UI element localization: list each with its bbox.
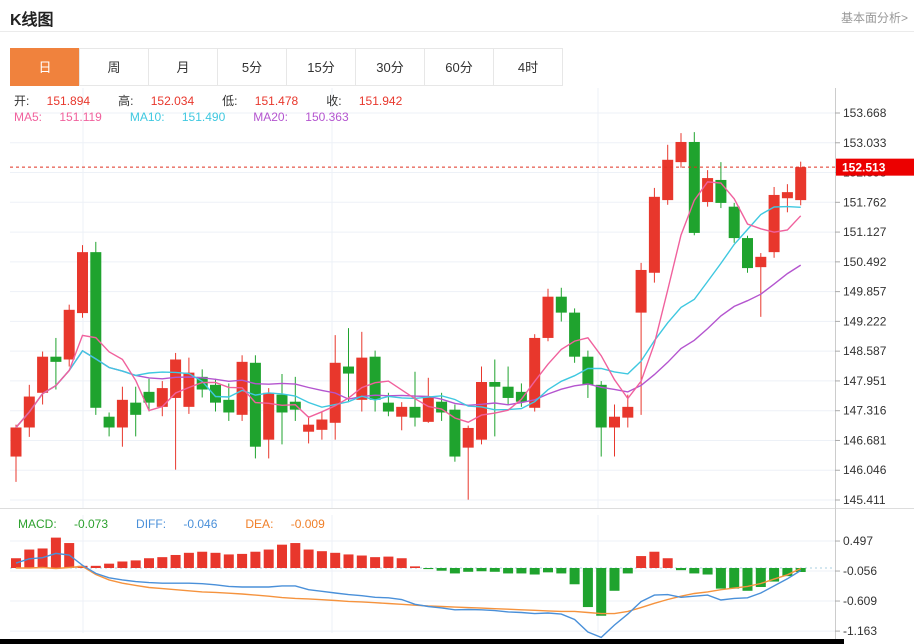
info-item: MA5: 151.119 xyxy=(14,110,102,124)
info-item: MA20: 150.363 xyxy=(253,110,349,124)
header-divider xyxy=(0,31,914,32)
ma-info-row: MA5: 151.119 MA10: 151.490 MA20: 150.363 xyxy=(14,110,377,124)
price-tick-label: 149.857 xyxy=(843,285,887,299)
macd-info-row: MACD: -0.073 DIFF: -0.046 DEA: -0.009 xyxy=(18,517,353,531)
tab-5分[interactable]: 5分 xyxy=(217,48,287,86)
tab-15分[interactable]: 15分 xyxy=(286,48,356,86)
price-tick-label: 150.492 xyxy=(843,255,887,269)
period-tabbar: 日周月 5分 15分 30分 60分 4时 xyxy=(10,48,563,86)
price-tick-label: 145.411 xyxy=(843,493,886,507)
price-tick-label: 146.046 xyxy=(843,463,887,477)
info-item: DEA: -0.009 xyxy=(245,517,325,531)
price-tick-label: 151.127 xyxy=(843,225,887,239)
info-item: MA10: 151.490 xyxy=(129,110,226,124)
fundamental-analysis-link[interactable]: 基本面分析> xyxy=(840,11,908,25)
info-item: 开: 151.894 xyxy=(14,94,91,108)
price-tick-label: 147.316 xyxy=(843,404,887,418)
info-item: 收: 151.942 xyxy=(326,94,403,108)
macd-tick-label: 0.497 xyxy=(843,534,873,548)
tab-日[interactable]: 日 xyxy=(10,48,80,86)
info-item: 低: 151.478 xyxy=(222,94,299,108)
bottom-black-bar xyxy=(0,639,844,644)
kline-chart-canvas[interactable]: 153.668153.033152.398151.762151.127150.4… xyxy=(0,88,914,644)
page-title: K线图 xyxy=(10,12,54,29)
tab-月[interactable]: 月 xyxy=(148,48,218,86)
price-tick-label: 146.681 xyxy=(843,433,887,447)
info-item: DIFF: -0.046 xyxy=(136,517,218,531)
macd-tick-label: -1.163 xyxy=(843,624,877,638)
tab-周[interactable]: 周 xyxy=(79,48,149,86)
tab-4时[interactable]: 4时 xyxy=(493,48,563,86)
tab-30分[interactable]: 30分 xyxy=(355,48,425,86)
price-tick-label: 151.762 xyxy=(843,195,887,209)
ohlc-info-row: 开: 151.894 高: 152.034 低: 151.478 收: 151.942 xyxy=(14,92,430,109)
tab-60分[interactable]: 60分 xyxy=(424,48,494,86)
price-tick-label: 153.668 xyxy=(843,106,887,120)
price-tick-label: 149.222 xyxy=(843,314,887,328)
price-tick-label: 153.033 xyxy=(843,136,887,150)
macd-tick-label: -0.609 xyxy=(843,594,877,608)
price-tick-label: 147.951 xyxy=(843,374,887,388)
info-item: MACD: -0.073 xyxy=(18,517,109,531)
macd-tick-label: -0.056 xyxy=(843,564,877,578)
last-price-badge: 152.513 xyxy=(842,161,886,175)
price-tick-label: 148.587 xyxy=(843,344,887,358)
info-item: 高: 152.034 xyxy=(118,94,195,108)
